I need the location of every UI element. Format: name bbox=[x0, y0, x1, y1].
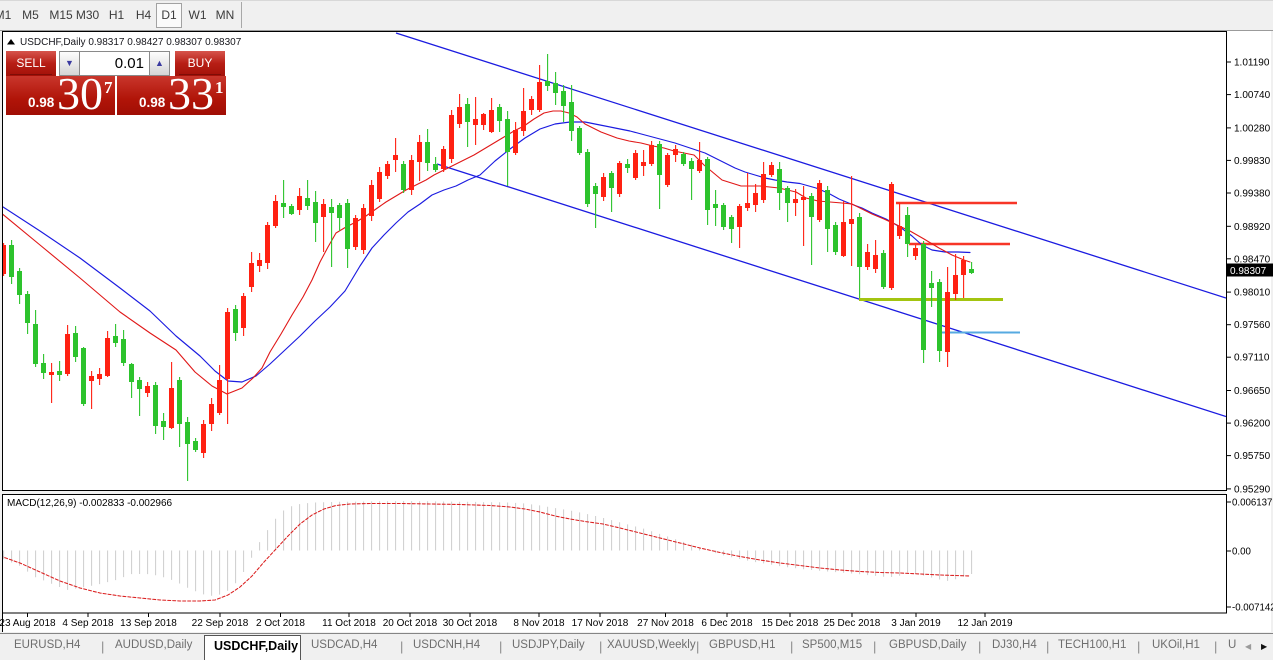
svg-text:13 Sep 2018: 13 Sep 2018 bbox=[120, 618, 177, 629]
svg-text:22 Sep 2018: 22 Sep 2018 bbox=[192, 618, 249, 629]
svg-text:USDCHF,Daily 0.98317 0.98427: USDCHF,Daily 0.98317 0.98427 0.98307 0.9… bbox=[20, 37, 242, 48]
svg-text:4 Sep 2018: 4 Sep 2018 bbox=[62, 618, 114, 629]
svg-text:0.99380: 0.99380 bbox=[1234, 189, 1271, 200]
svg-text:8 Nov 2018: 8 Nov 2018 bbox=[513, 618, 565, 629]
svg-text:0.97560: 0.97560 bbox=[1234, 320, 1271, 331]
svg-text:20 Oct 2018: 20 Oct 2018 bbox=[383, 618, 438, 629]
svg-text:0.98307: 0.98307 bbox=[1230, 266, 1267, 277]
svg-text:3 Jan 2019: 3 Jan 2019 bbox=[891, 618, 941, 629]
svg-text:15 Dec 2018: 15 Dec 2018 bbox=[762, 618, 819, 629]
svg-text:0.98920: 0.98920 bbox=[1234, 222, 1271, 233]
svg-text:1.01190: 1.01190 bbox=[1234, 58, 1270, 69]
svg-text:1.00740: 1.00740 bbox=[1234, 90, 1271, 101]
svg-text:25 Dec 2018: 25 Dec 2018 bbox=[824, 618, 881, 629]
svg-text:0.006137: 0.006137 bbox=[1232, 498, 1272, 509]
svg-text:2 Oct 2018: 2 Oct 2018 bbox=[256, 618, 305, 629]
svg-text:0.97110: 0.97110 bbox=[1234, 353, 1270, 364]
svg-text:17 Nov 2018: 17 Nov 2018 bbox=[572, 618, 629, 629]
svg-text:0.95750: 0.95750 bbox=[1234, 451, 1271, 462]
svg-text:0.98010: 0.98010 bbox=[1234, 288, 1271, 299]
svg-text:0.98470: 0.98470 bbox=[1234, 254, 1271, 265]
svg-text:0.96200: 0.96200 bbox=[1234, 419, 1271, 430]
svg-text:23 Aug 2018: 23 Aug 2018 bbox=[0, 618, 56, 629]
svg-text:30 Oct 2018: 30 Oct 2018 bbox=[443, 618, 498, 629]
svg-text:12 Jan 2019: 12 Jan 2019 bbox=[957, 618, 1012, 629]
svg-text:0.99830: 0.99830 bbox=[1234, 156, 1271, 167]
svg-text:27 Nov 2018: 27 Nov 2018 bbox=[637, 618, 694, 629]
svg-text:6 Dec 2018: 6 Dec 2018 bbox=[701, 618, 753, 629]
svg-text:0.00: 0.00 bbox=[1232, 547, 1251, 558]
svg-text:0.96650: 0.96650 bbox=[1234, 386, 1271, 397]
svg-text:0.95290: 0.95290 bbox=[1234, 484, 1271, 495]
svg-text:MACD(12,26,9) -0.002833 -0.002: MACD(12,26,9) -0.002833 -0.002966 bbox=[7, 498, 173, 509]
svg-text:-0.007142: -0.007142 bbox=[1232, 603, 1273, 614]
svg-text:11 Oct 2018: 11 Oct 2018 bbox=[322, 618, 376, 629]
svg-text:1.00280: 1.00280 bbox=[1234, 123, 1271, 134]
